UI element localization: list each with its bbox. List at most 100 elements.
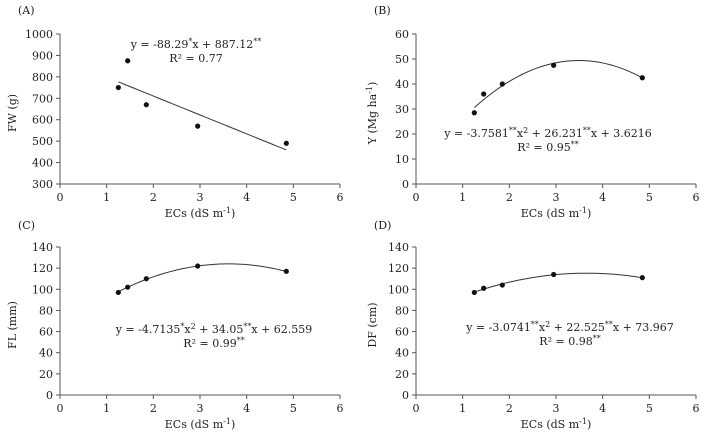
trend-line xyxy=(473,60,643,109)
data-point xyxy=(639,75,645,81)
y-axis-label: DF (cm) xyxy=(366,302,379,347)
x-tick-label: 5 xyxy=(646,191,653,204)
x-tick-label: 1 xyxy=(459,191,466,204)
panel-label: (A) xyxy=(18,4,35,17)
data-point xyxy=(195,123,201,129)
data-point xyxy=(115,84,121,91)
y-axis-label: FW (g) xyxy=(6,94,19,132)
y-tick-label: 0 xyxy=(402,178,409,191)
y-tick-label: 600 xyxy=(32,114,53,127)
y-tick-label: 500 xyxy=(32,135,53,148)
y-tick-label: 140 xyxy=(32,241,53,254)
x-tick-label: 5 xyxy=(646,402,653,415)
y-tick-label: 40 xyxy=(395,78,409,91)
x-axis-label: ECs (dS m-1) xyxy=(521,206,591,220)
x-tick-label: 3 xyxy=(197,402,204,415)
data-point xyxy=(143,276,149,282)
y-tick-label: 140 xyxy=(388,241,409,254)
regression-equation: y = -3.0741**x2 + 22.525**x + 73.967 xyxy=(465,320,674,334)
y-tick-label: 120 xyxy=(32,262,53,275)
x-tick-label: 2 xyxy=(150,402,157,415)
data-point xyxy=(283,140,289,146)
x-tick-label: 4 xyxy=(243,402,250,415)
x-tick-label: 4 xyxy=(599,191,606,204)
x-tick-label: 1 xyxy=(459,402,466,415)
regression-equation: y = -3.7581**x2 + 26.231**x + 3.6216 xyxy=(443,126,652,140)
y-tick-label: 60 xyxy=(395,326,409,339)
data-point xyxy=(639,275,645,281)
x-axis-label: ECs (dS m-1) xyxy=(165,417,235,431)
data-point xyxy=(115,289,121,296)
y-tick-label: 80 xyxy=(39,304,53,317)
data-point xyxy=(195,263,201,269)
x-tick-label: 0 xyxy=(57,402,64,415)
data-point xyxy=(143,102,149,108)
y-tick-label: 30 xyxy=(395,103,409,116)
y-tick-label: 1000 xyxy=(25,28,53,41)
panel-label: (C) xyxy=(18,219,35,232)
x-tick-label: 6 xyxy=(693,191,700,204)
r-squared: R² = 0.77 xyxy=(169,52,222,65)
y-tick-label: 100 xyxy=(388,283,409,296)
data-point xyxy=(471,110,477,116)
x-axis-label: ECs (dS m-1) xyxy=(521,417,591,431)
y-tick-label: 900 xyxy=(32,49,53,62)
x-tick-label: 1 xyxy=(103,402,110,415)
data-point xyxy=(481,91,487,97)
x-tick-label: 3 xyxy=(553,191,560,204)
trend-line xyxy=(474,272,643,293)
y-tick-label: 400 xyxy=(32,157,53,170)
x-tick-label: 3 xyxy=(197,191,204,204)
y-tick-label: 50 xyxy=(395,53,409,66)
data-point xyxy=(499,282,505,288)
y-tick-label: 800 xyxy=(32,71,53,84)
data-point xyxy=(551,271,557,278)
y-tick-label: 40 xyxy=(39,347,53,360)
panel-a: 300 400 500 600 700 800 900 1000 0 1 2 3 4 5 6 (A) ECs (… xyxy=(6,4,344,220)
x-tick-label: 5 xyxy=(290,402,297,415)
panel-b: 0 10 20 30 40 50 60 0 1 2 3 4 5 6 (B) ECs (dS m-1) Y (Mg… xyxy=(365,4,700,220)
x-tick-label: 6 xyxy=(337,191,344,204)
x-tick-label: 4 xyxy=(599,402,606,415)
data-point xyxy=(481,285,487,291)
x-tick-label: 4 xyxy=(243,191,250,204)
trend-line xyxy=(118,263,287,293)
data-point xyxy=(551,62,557,68)
x-tick-label: 3 xyxy=(553,402,560,415)
y-tick-label: 100 xyxy=(32,283,53,296)
x-axis-label: ECs (dS m-1) xyxy=(165,206,235,220)
data-point xyxy=(125,58,131,64)
trend-line xyxy=(118,81,287,151)
y-tick-label: 60 xyxy=(39,326,53,339)
panel-label: (D) xyxy=(374,219,391,232)
r-squared: R² = 0.99** xyxy=(183,336,244,350)
r-squared: R² = 0.95** xyxy=(517,140,578,154)
y-tick-label: 20 xyxy=(395,368,409,381)
data-point xyxy=(471,289,477,296)
x-tick-label: 0 xyxy=(413,191,420,204)
data-point xyxy=(283,268,289,274)
y-tick-label: 300 xyxy=(32,178,53,191)
x-tick-label: 6 xyxy=(337,402,344,415)
y-tick-label: 0 xyxy=(402,389,409,402)
r-squared: R² = 0.98** xyxy=(539,334,600,348)
y-tick-label: 60 xyxy=(395,28,409,41)
y-tick-label: 120 xyxy=(388,262,409,275)
panel-c: 0 20 40 60 80 100 120 140 0 1 2 3 4 5 6 (C) ECs (dS m-1)… xyxy=(6,219,344,431)
y-tick-label: 10 xyxy=(395,153,409,166)
y-tick-label: 700 xyxy=(32,92,53,105)
y-axis-label: FL (mm) xyxy=(6,301,19,349)
x-tick-label: 0 xyxy=(413,402,420,415)
x-tick-label: 1 xyxy=(103,191,110,204)
y-tick-label: 0 xyxy=(46,389,53,402)
y-tick-label: 80 xyxy=(395,304,409,317)
x-tick-label: 0 xyxy=(57,191,64,204)
regression-equation: y = -4.7135*x2 + 34.05**x + 62.559 xyxy=(115,322,313,336)
x-tick-label: 2 xyxy=(506,191,513,204)
y-tick-label: 20 xyxy=(39,368,53,381)
y-tick-label: 40 xyxy=(395,347,409,360)
y-axis-label: Y (Mg ha-1) xyxy=(365,82,379,146)
panel-d: 0 20 40 60 80 100 120 140 0 1 2 3 4 5 6 (D) ECs (dS m-1)… xyxy=(366,219,700,431)
regression-equation: y = -88.29*x + 887.12** xyxy=(130,37,262,51)
